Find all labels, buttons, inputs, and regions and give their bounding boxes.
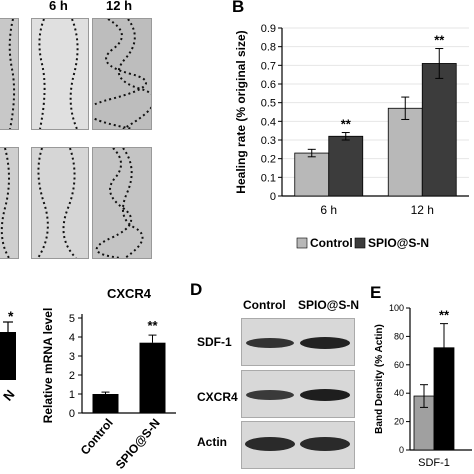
bar-spio-s-n-0 xyxy=(328,135,364,197)
y-tick-label: 3 xyxy=(69,351,75,363)
legend-label: Control xyxy=(310,236,353,250)
y-tick-label: 0 xyxy=(399,445,404,455)
x-tick-label: 12 h xyxy=(411,203,434,217)
y-tick-label: 0.6 xyxy=(261,79,276,91)
partial-bar-left xyxy=(0,321,16,380)
blot-strip-cxcr4 xyxy=(241,370,355,418)
blot-row-actin: Actin xyxy=(197,435,227,449)
y-tick-label: 4 xyxy=(69,332,75,344)
time-label-12h: 12 h xyxy=(106,0,133,13)
y-tick-label: 5 xyxy=(69,313,75,325)
micrograph-control-0h xyxy=(0,18,19,130)
y-tick-label: 80 xyxy=(394,331,404,341)
partial-axis-label: N xyxy=(0,386,18,404)
micrograph-spio-6h xyxy=(31,147,89,259)
y-tick-label: 2 xyxy=(69,370,75,382)
micrograph-control-12h xyxy=(92,18,152,130)
cxcr4-mrna-chart: CXCR4 0 1 2 3 4 5 Relative mRNA level Control ** S… xyxy=(41,286,176,472)
significance-marker: ** xyxy=(434,33,445,48)
y-axis-label: Band Density (% Actin) xyxy=(374,324,385,434)
y-tick-label: 20 xyxy=(394,417,404,427)
band-density-chart: 0 20 40 60 80 100 Band Density (% Actin) ** SDF-… xyxy=(374,303,472,469)
x-tick-label: Control xyxy=(78,416,116,458)
y-tick-label: 0.9 xyxy=(261,23,276,35)
legend-swatch xyxy=(354,237,366,249)
y-tick-label: 60 xyxy=(394,360,404,370)
x-axis-label: SDF-1 xyxy=(418,457,450,469)
healing-rate-chart: 0 0.1 0.2 0.3 0.4 0.5 0.6 0.7 0.8 0.9 Healing rate… xyxy=(234,23,469,250)
panel-b-letter: B xyxy=(232,0,245,16)
x-tick-label: 6 h xyxy=(320,203,337,217)
bar-spio-s-n-1 xyxy=(421,63,457,197)
x-tick-label: SPIO@S-N xyxy=(113,416,163,472)
bar-0 xyxy=(92,394,119,413)
panel-e-letter: E xyxy=(370,283,382,302)
y-tick-label: 0.3 xyxy=(261,135,276,147)
legend-label: SPIO@S-N xyxy=(368,236,429,250)
y-tick-label: 0.2 xyxy=(261,154,276,166)
time-label-6h: 6 h xyxy=(49,0,68,13)
y-tick-label: 0.8 xyxy=(261,42,276,54)
y-tick-label: 0.5 xyxy=(261,98,276,110)
y-tick-label: 0.4 xyxy=(261,116,276,128)
y-tick-label: 0.7 xyxy=(261,60,276,72)
blot-column-spio: SPIO@S-N xyxy=(298,298,360,312)
blot-row-cxcr4: CXCR4 xyxy=(197,390,238,404)
micrograph-control-6h xyxy=(31,18,89,130)
chart-title: CXCR4 xyxy=(107,286,152,301)
micrograph-spio-0h xyxy=(0,147,19,259)
panel-d-letter: D xyxy=(190,280,203,299)
blot-strip-sdf1 xyxy=(241,318,355,366)
significance-marker: ** xyxy=(147,318,158,333)
bar-control-0 xyxy=(294,152,330,197)
y-tick-label: 40 xyxy=(394,388,404,398)
bar-control-1 xyxy=(387,107,423,197)
y-tick-label: 1 xyxy=(69,389,75,401)
significance-marker: ** xyxy=(341,117,352,132)
y-tick-label: 100 xyxy=(389,303,404,313)
blot-strip-actin xyxy=(241,421,355,469)
legend-swatch xyxy=(296,237,308,249)
blot-row-sdf1: SDF-1 xyxy=(197,335,232,349)
partial-significance: * xyxy=(8,308,14,324)
micrograph-spio-12h xyxy=(92,147,152,259)
y-tick-label: 0.1 xyxy=(261,172,276,184)
y-axis-label: Relative mRNA level xyxy=(41,308,55,424)
significance-marker: ** xyxy=(439,308,450,323)
y-axis-label: Healing rate (% original size) xyxy=(234,30,248,193)
blot-column-control: Control xyxy=(243,298,286,312)
bar-1 xyxy=(139,342,166,413)
y-tick-label: 0 xyxy=(69,408,75,420)
y-tick-label: 0 xyxy=(270,191,276,203)
